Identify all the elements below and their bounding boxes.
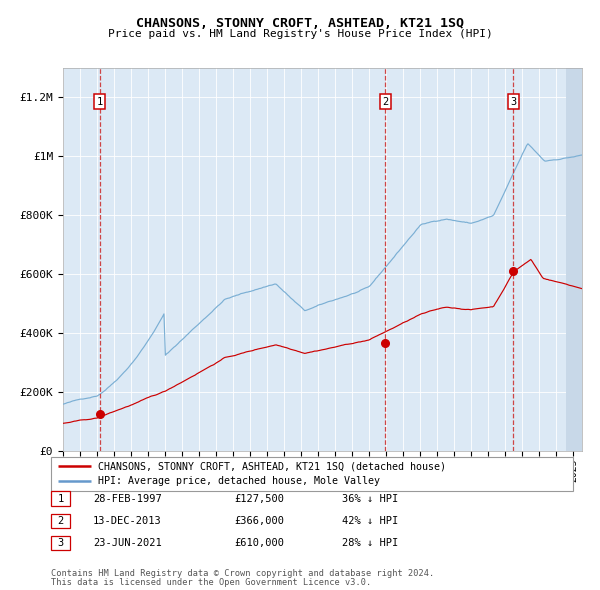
- Text: 28-FEB-1997: 28-FEB-1997: [93, 494, 162, 503]
- Text: 1: 1: [97, 97, 103, 107]
- Text: 2: 2: [382, 97, 389, 107]
- Text: 3: 3: [58, 539, 64, 548]
- Bar: [566, 68, 582, 451]
- Text: 42% ↓ HPI: 42% ↓ HPI: [342, 516, 398, 526]
- Text: HPI: Average price, detached house, Mole Valley: HPI: Average price, detached house, Mole…: [98, 476, 380, 486]
- Text: Price paid vs. HM Land Registry's House Price Index (HPI): Price paid vs. HM Land Registry's House …: [107, 30, 493, 39]
- Text: 13-DEC-2013: 13-DEC-2013: [93, 516, 162, 526]
- Text: £366,000: £366,000: [234, 516, 284, 526]
- Text: £127,500: £127,500: [234, 494, 284, 503]
- Text: 36% ↓ HPI: 36% ↓ HPI: [342, 494, 398, 503]
- Text: Contains HM Land Registry data © Crown copyright and database right 2024.: Contains HM Land Registry data © Crown c…: [51, 569, 434, 578]
- Text: 3: 3: [510, 97, 517, 107]
- Text: CHANSONS, STONNY CROFT, ASHTEAD, KT21 1SQ (detached house): CHANSONS, STONNY CROFT, ASHTEAD, KT21 1S…: [98, 461, 446, 471]
- Text: CHANSONS, STONNY CROFT, ASHTEAD, KT21 1SQ: CHANSONS, STONNY CROFT, ASHTEAD, KT21 1S…: [136, 17, 464, 30]
- Text: 2: 2: [58, 516, 64, 526]
- Text: 28% ↓ HPI: 28% ↓ HPI: [342, 539, 398, 548]
- Text: £610,000: £610,000: [234, 539, 284, 548]
- Text: This data is licensed under the Open Government Licence v3.0.: This data is licensed under the Open Gov…: [51, 578, 371, 588]
- Text: 23-JUN-2021: 23-JUN-2021: [93, 539, 162, 548]
- Text: 1: 1: [58, 494, 64, 503]
